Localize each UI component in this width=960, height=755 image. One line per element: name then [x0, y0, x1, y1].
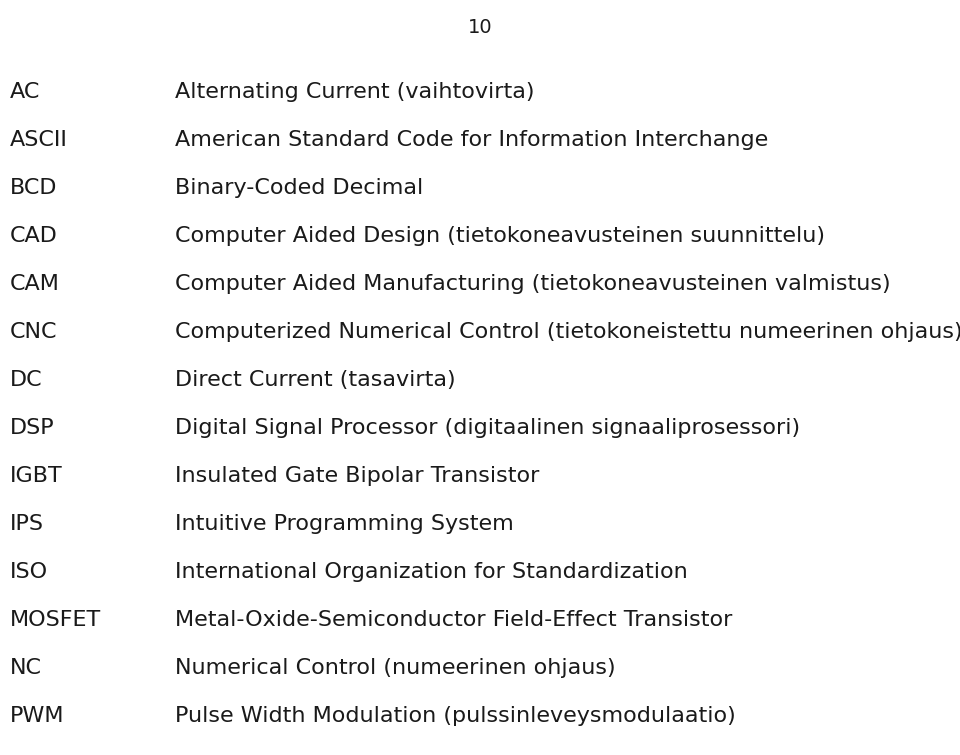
Text: Binary-Coded Decimal: Binary-Coded Decimal — [175, 178, 423, 198]
Text: Direct Current (tasavirta): Direct Current (tasavirta) — [175, 370, 456, 390]
Text: 10: 10 — [468, 18, 492, 37]
Text: Alternating Current (vaihtovirta): Alternating Current (vaihtovirta) — [175, 82, 535, 102]
Text: Digital Signal Processor (digitaalinen signaaliprosessori): Digital Signal Processor (digitaalinen s… — [175, 418, 800, 438]
Text: Computerized Numerical Control (tietokoneistettu numeerinen ohjaus): Computerized Numerical Control (tietokon… — [175, 322, 960, 342]
Text: ISO: ISO — [10, 562, 48, 582]
Text: Computer Aided Design (tietokoneavusteinen suunnittelu): Computer Aided Design (tietokoneavustein… — [175, 226, 825, 246]
Text: IGBT: IGBT — [10, 466, 62, 486]
Text: International Organization for Standardization: International Organization for Standardi… — [175, 562, 687, 582]
Text: Numerical Control (numeerinen ohjaus): Numerical Control (numeerinen ohjaus) — [175, 658, 615, 678]
Text: Pulse Width Modulation (pulssinleveysmodulaatio): Pulse Width Modulation (pulssinleveysmod… — [175, 706, 735, 726]
Text: PWM: PWM — [10, 706, 64, 726]
Text: CAD: CAD — [10, 226, 58, 246]
Text: Insulated Gate Bipolar Transistor: Insulated Gate Bipolar Transistor — [175, 466, 540, 486]
Text: MOSFET: MOSFET — [10, 610, 101, 630]
Text: Intuitive Programming System: Intuitive Programming System — [175, 514, 514, 534]
Text: Metal-Oxide-Semiconductor Field-Effect Transistor: Metal-Oxide-Semiconductor Field-Effect T… — [175, 610, 732, 630]
Text: AC: AC — [10, 82, 40, 102]
Text: IPS: IPS — [10, 514, 44, 534]
Text: Computer Aided Manufacturing (tietokoneavusteinen valmistus): Computer Aided Manufacturing (tietokonea… — [175, 274, 891, 294]
Text: CAM: CAM — [10, 274, 60, 294]
Text: BCD: BCD — [10, 178, 58, 198]
Text: American Standard Code for Information Interchange: American Standard Code for Information I… — [175, 130, 768, 150]
Text: DC: DC — [10, 370, 42, 390]
Text: NC: NC — [10, 658, 42, 678]
Text: CNC: CNC — [10, 322, 58, 342]
Text: ASCII: ASCII — [10, 130, 68, 150]
Text: DSP: DSP — [10, 418, 55, 438]
